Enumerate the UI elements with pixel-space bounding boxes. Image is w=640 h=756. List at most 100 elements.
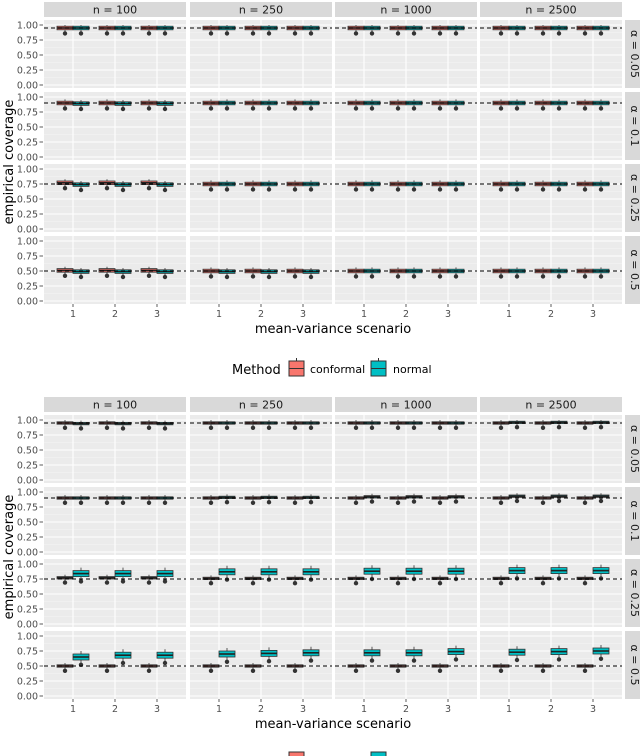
bottom-ytick-label: 0.00: [17, 476, 38, 487]
bottom-outlier-normal: [514, 576, 520, 581]
bottom-outlier-conformal: [62, 500, 68, 505]
top-outlier-conformal: [62, 106, 68, 111]
bottom-outlier-normal: [514, 498, 520, 504]
top-xtick-label: 3: [154, 309, 160, 320]
bottom-xtick-label: 2: [548, 704, 554, 715]
bottom-outlier-normal: [266, 425, 272, 430]
top-outlier-normal: [78, 187, 84, 193]
bottom-outlier-conformal: [540, 581, 546, 586]
top-xtick-label: 3: [445, 309, 451, 320]
bottom-xtick-label: 2: [258, 704, 264, 715]
top-outlier-normal: [369, 187, 375, 192]
bottom-outlier-conformal: [292, 581, 298, 586]
bottom-xtick-label: 1: [361, 704, 367, 715]
top-outlier-conformal: [498, 31, 504, 36]
top-outlier-normal: [514, 106, 520, 111]
top-outlier-normal: [453, 274, 459, 279]
top-ytick-label: 0.75: [17, 108, 38, 119]
bottom-outlier-normal: [120, 579, 126, 584]
bottom-outlier-normal: [556, 657, 562, 662]
top-xtick-label: 2: [258, 309, 264, 320]
top-outlier-normal: [453, 106, 459, 111]
bottom-col-strip-3: [335, 397, 477, 412]
top-ytick-label: 0.00: [17, 225, 38, 236]
bottom-outlier-normal: [224, 425, 230, 430]
bottom-xtick-label: 3: [445, 704, 451, 715]
top-outlier-normal: [369, 106, 375, 111]
top-outlier-normal: [266, 187, 272, 192]
top-row-label-3: α = 0.25: [628, 174, 640, 222]
top-outlier-conformal: [62, 186, 68, 191]
bottom-col-label-2: n = 250: [239, 399, 283, 412]
top-outlier-normal: [369, 274, 375, 279]
bottom-outlier-conformal: [437, 425, 443, 430]
top-outlier-conformal: [540, 106, 546, 111]
bottom-outlier-conformal: [292, 500, 298, 505]
bottom-outlier-normal: [411, 499, 417, 504]
bottom-outlier-conformal: [353, 425, 359, 430]
bottom-xtick-label: 3: [154, 704, 160, 715]
bottom-outlier-normal: [120, 426, 126, 431]
top-outlier-normal: [162, 106, 168, 112]
bottom-outlier-normal: [598, 656, 604, 661]
bottom-xtick-label: 3: [590, 704, 596, 715]
bottom-legend-swatch-normal: [370, 751, 387, 756]
bottom-ytick-label: 1.00: [17, 488, 38, 499]
top-outlier-conformal: [104, 186, 110, 191]
bottom-outlier-conformal: [582, 668, 588, 673]
bottom-row-strip-2: [625, 487, 640, 555]
top-ytick-label: 0.75: [17, 180, 38, 191]
top-outlier-conformal: [208, 31, 214, 36]
bottom-ytick-label: 0.00: [17, 692, 38, 703]
bottom-outlier-conformal: [540, 500, 546, 505]
bottom-outlier-normal: [308, 577, 314, 582]
top-outlier-normal: [308, 31, 314, 36]
top-outlier-conformal: [582, 31, 588, 36]
top-outlier-conformal: [582, 274, 588, 279]
legend-key-normal: normal: [370, 358, 432, 377]
bottom-outlier-conformal: [62, 580, 68, 585]
bottom-outlier-conformal: [395, 581, 401, 586]
bottom-outlier-normal: [78, 500, 84, 505]
top-outlier-conformal: [582, 187, 588, 192]
bottom-ytick-label: 0.75: [17, 431, 38, 442]
bottom-outlier-conformal: [498, 425, 504, 430]
bottom-row-strip-3: [625, 559, 640, 627]
top-ytick-label: 1.00: [17, 21, 38, 32]
top-outlier-conformal: [104, 106, 110, 111]
bottom-row-label-2: α = 0.1: [628, 501, 640, 542]
bottom-outlier-normal: [514, 657, 520, 663]
top-outlier-normal: [120, 274, 126, 280]
bottom-col-strip-1: [44, 397, 186, 412]
bottom-outlier-conformal: [62, 425, 68, 430]
top-outlier-conformal: [353, 274, 359, 279]
top-outlier-normal: [224, 31, 230, 36]
top-col-strip-4: [480, 2, 622, 17]
top-outlier-normal: [266, 274, 272, 280]
top-outlier-normal: [224, 187, 230, 192]
bottom-outlier-conformal: [395, 500, 401, 505]
top-ytick-label: 0.50: [17, 123, 38, 134]
bottom-outlier-normal: [556, 498, 562, 504]
top-outlier-conformal: [250, 187, 256, 192]
legend-title: Method: [232, 363, 281, 378]
bottom-outlier-conformal: [208, 581, 214, 586]
bottom-ytick-label: 0.25: [17, 533, 38, 544]
bottom-outlier-conformal: [353, 581, 359, 586]
bottom-outlier-conformal: [498, 668, 504, 673]
bottom-outlier-normal: [224, 659, 230, 664]
bottom-ytick-label: 0.50: [17, 446, 38, 457]
top-row-strip-1: [625, 20, 640, 88]
bottom-legend-fragment: [288, 751, 387, 756]
top-x-axis-title: mean-variance scenario: [255, 322, 411, 337]
bottom-row-strip-1: [625, 415, 640, 483]
legend-key-conformal: conformal: [288, 358, 365, 377]
top-outlier-normal: [120, 187, 126, 193]
bottom-ytick-label: 0.50: [17, 662, 38, 673]
top-outlier-conformal: [395, 106, 401, 111]
top-outlier-normal: [411, 31, 417, 36]
bottom-outlier-normal: [120, 500, 126, 505]
bottom-outlier-conformal: [104, 668, 110, 673]
bottom-outlier-conformal: [395, 668, 401, 673]
bottom-outlier-conformal: [104, 425, 110, 430]
